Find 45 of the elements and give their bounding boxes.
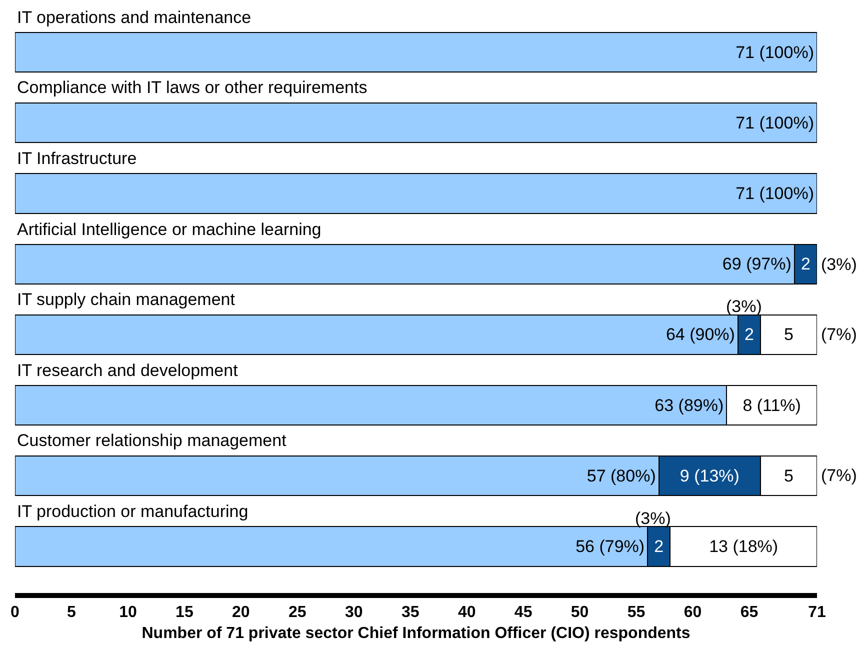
annotation: (7%) <box>821 466 857 485</box>
data-label: 5 <box>784 325 794 344</box>
data-label: 56 (79%) <box>576 537 645 556</box>
x-tick-label: 35 <box>401 604 420 622</box>
x-tick-label: 71 <box>808 604 826 622</box>
data-label: 69 (97%) <box>722 254 792 274</box>
x-tick-label: 20 <box>232 604 250 622</box>
x-tick-label: 10 <box>119 604 137 622</box>
x-tick-label: 0 <box>10 604 20 622</box>
data-label: 5 <box>784 466 794 486</box>
data-label: 9 (13%) <box>680 466 740 486</box>
annotation: (3%) <box>726 297 762 316</box>
data-label: 63 (89%) <box>654 396 724 415</box>
x-axis-title: Number of 71 private sector Chief Information Officer (CIO) respondents <box>142 624 690 642</box>
x-tick-label: 25 <box>288 604 306 622</box>
data-label: 57 (80%) <box>586 466 656 486</box>
data-label: 13 (18%) <box>709 537 778 556</box>
x-tick-label: 60 <box>684 604 702 622</box>
data-label: 71 (100%) <box>736 113 814 132</box>
y-tick-label: IT research and development <box>17 361 238 380</box>
x-tick-label: 45 <box>514 604 532 622</box>
y-tick-label: IT production or manufacturing <box>17 502 248 521</box>
y-tick-label: Compliance with IT laws or other requirements <box>17 78 368 97</box>
x-tick-label: 65 <box>740 604 758 622</box>
x-tick-label: 15 <box>176 604 194 622</box>
data-label: 2 <box>800 254 810 274</box>
data-label: 71 (100%) <box>736 184 814 203</box>
annotation: (3%) <box>635 509 671 528</box>
x-tick-label: 55 <box>627 604 646 622</box>
x-tick-label: 30 <box>344 604 363 622</box>
y-tick-label: Artificial Intelligence or machine learning <box>17 220 322 239</box>
x-tick-label: 40 <box>458 604 476 622</box>
data-label: 8 (11%) <box>742 396 801 415</box>
x-tick-label: 50 <box>570 604 589 622</box>
annotation: (7%) <box>821 325 857 344</box>
data-label: 64 (90%) <box>666 325 735 344</box>
y-tick-label: Customer relationship management <box>17 431 287 450</box>
y-tick-label: IT operations and maintenance <box>17 8 252 27</box>
annotation: (3%) <box>821 255 857 274</box>
data-label: 71 (100%) <box>736 42 814 62</box>
x-tick-label: 5 <box>67 604 76 622</box>
data-label: 2 <box>654 537 664 556</box>
data-label: 2 <box>744 325 754 344</box>
y-tick-label: IT Infrastructure <box>17 149 137 168</box>
y-tick-label: IT supply chain management <box>17 290 236 309</box>
